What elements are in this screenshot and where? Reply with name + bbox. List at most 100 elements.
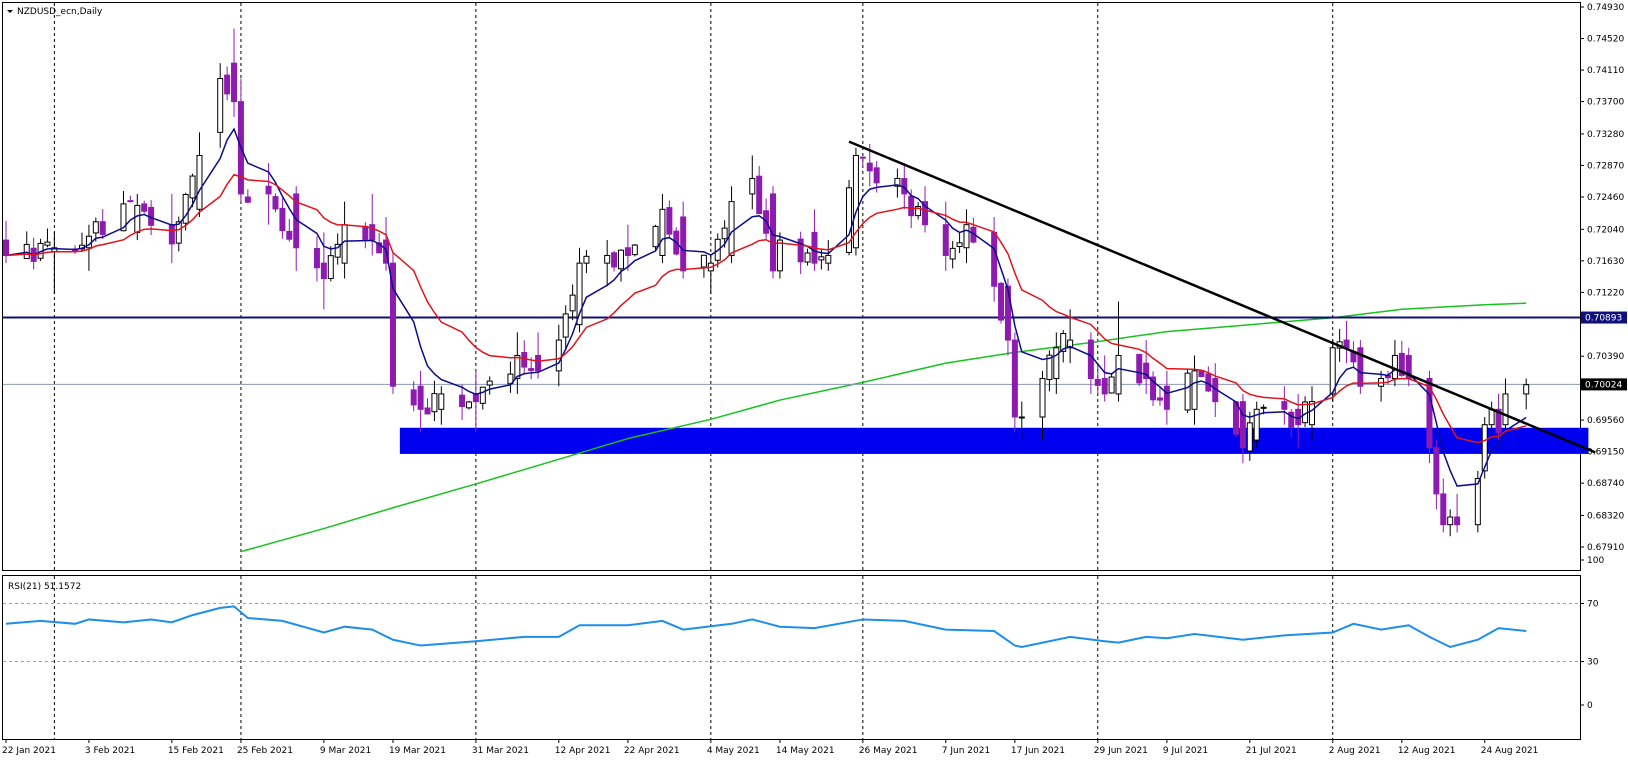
candle-body-bear <box>376 242 383 254</box>
time-tick-label: 14 May 2021 <box>776 746 835 756</box>
candle <box>99 209 106 240</box>
candle <box>1067 309 1074 364</box>
candle <box>44 228 51 248</box>
candle <box>1253 401 1260 448</box>
candle-body-bear <box>528 368 535 371</box>
candle-body-bear <box>1433 447 1440 495</box>
candle <box>756 166 763 215</box>
candle <box>922 186 929 233</box>
candle-body-bull <box>846 187 853 253</box>
candle <box>770 186 777 279</box>
candle <box>1288 409 1295 437</box>
candle-body-bear <box>1288 411 1295 428</box>
ma-slow-line <box>240 302 1527 553</box>
candle <box>949 240 956 269</box>
candle-body-bull <box>776 239 783 272</box>
candle-body-bear <box>1011 339 1018 418</box>
candle <box>1357 340 1364 394</box>
candle-body-bear <box>272 196 279 210</box>
candle-body-bear <box>417 385 424 410</box>
candle-body-bear <box>859 156 866 159</box>
candle <box>659 193 666 264</box>
candle-body-bear <box>1136 353 1143 384</box>
candle <box>1239 393 1246 464</box>
candle-body-bull <box>1060 333 1067 352</box>
candle-body-bear <box>521 351 528 368</box>
candle-body-bull <box>334 243 341 258</box>
candle <box>797 231 804 275</box>
candle <box>1060 330 1067 363</box>
price-tick-label: 0.67910 <box>1587 543 1624 553</box>
symbol-label: NZDUSD_ecn,Daily <box>17 7 103 17</box>
time-tick-label: 9 Mar 2021 <box>320 746 371 756</box>
candle-body-bull <box>1488 408 1495 426</box>
candle-body-bear <box>756 175 763 215</box>
candle <box>127 195 134 203</box>
rsi-label: RSI(21) 51.1572 <box>8 582 81 592</box>
candle-body-bear <box>535 354 542 372</box>
candle-body-bear <box>666 207 673 235</box>
candle <box>265 163 272 225</box>
candle-body-bear <box>224 74 231 95</box>
candle-body-bull <box>1046 354 1053 380</box>
resistance-label-box <box>1581 311 1627 324</box>
candle-body-bear <box>1143 362 1150 380</box>
candle-body-bear <box>1426 378 1433 449</box>
price-tick-label: 0.74520 <box>1587 35 1624 45</box>
candle-body-bear <box>1454 516 1461 526</box>
candle-body-bull <box>120 203 127 232</box>
candle-body-bull <box>894 177 901 187</box>
candle <box>224 66 231 101</box>
ma-mid-path <box>5 173 1527 444</box>
candle <box>1156 386 1163 406</box>
candle <box>417 370 424 433</box>
candle-body-bear <box>908 195 915 217</box>
candle-body-bear <box>991 231 998 287</box>
candle <box>465 400 472 410</box>
candle <box>1433 440 1440 510</box>
ma-fast-path <box>5 127 1527 487</box>
candle <box>217 63 224 148</box>
candle <box>825 240 832 271</box>
candle-body-bear <box>1440 493 1447 526</box>
support-zone <box>399 427 1589 454</box>
candle <box>231 28 238 117</box>
candle <box>700 254 707 278</box>
candle-body-bear <box>265 185 272 195</box>
candle-body-bear <box>141 203 148 212</box>
rsi-panel: 100 70 30 0 <box>3 556 1604 711</box>
candle-body-bull <box>1523 384 1530 395</box>
candle <box>479 386 486 410</box>
candle-body-bull <box>479 386 486 404</box>
candle-body-bull <box>1329 347 1336 395</box>
price-tick-label: 0.71220 <box>1587 288 1624 298</box>
candle-body-bull <box>327 255 334 279</box>
candle-body-bear <box>797 238 804 263</box>
candle <box>859 156 866 167</box>
candle <box>562 305 569 350</box>
candle <box>1094 366 1101 394</box>
candle-body-bear <box>1101 378 1108 395</box>
candle-body-bull <box>182 194 189 224</box>
candle <box>514 332 521 394</box>
candle <box>410 381 417 412</box>
rsi-tick-label: 0 <box>1587 701 1593 711</box>
candle <box>1281 386 1288 425</box>
candle-body-bull <box>956 242 963 248</box>
candle <box>804 248 811 266</box>
time-tick-label: 21 Jul 2021 <box>1246 746 1297 756</box>
candle-body-bear <box>313 248 320 269</box>
candle <box>998 282 1005 324</box>
candle <box>569 284 576 321</box>
candle-body-bull <box>1260 406 1267 409</box>
collapse-triangle-icon[interactable] <box>7 10 13 13</box>
candle-body-bear <box>244 196 251 203</box>
candle <box>624 224 631 271</box>
candle-body-bull <box>576 262 583 326</box>
candle <box>1191 355 1198 425</box>
candle-body-bear <box>168 224 175 245</box>
candle-body-bear <box>624 247 631 256</box>
candle-body-bull <box>196 154 203 210</box>
candle <box>776 232 783 279</box>
candle <box>120 190 127 232</box>
